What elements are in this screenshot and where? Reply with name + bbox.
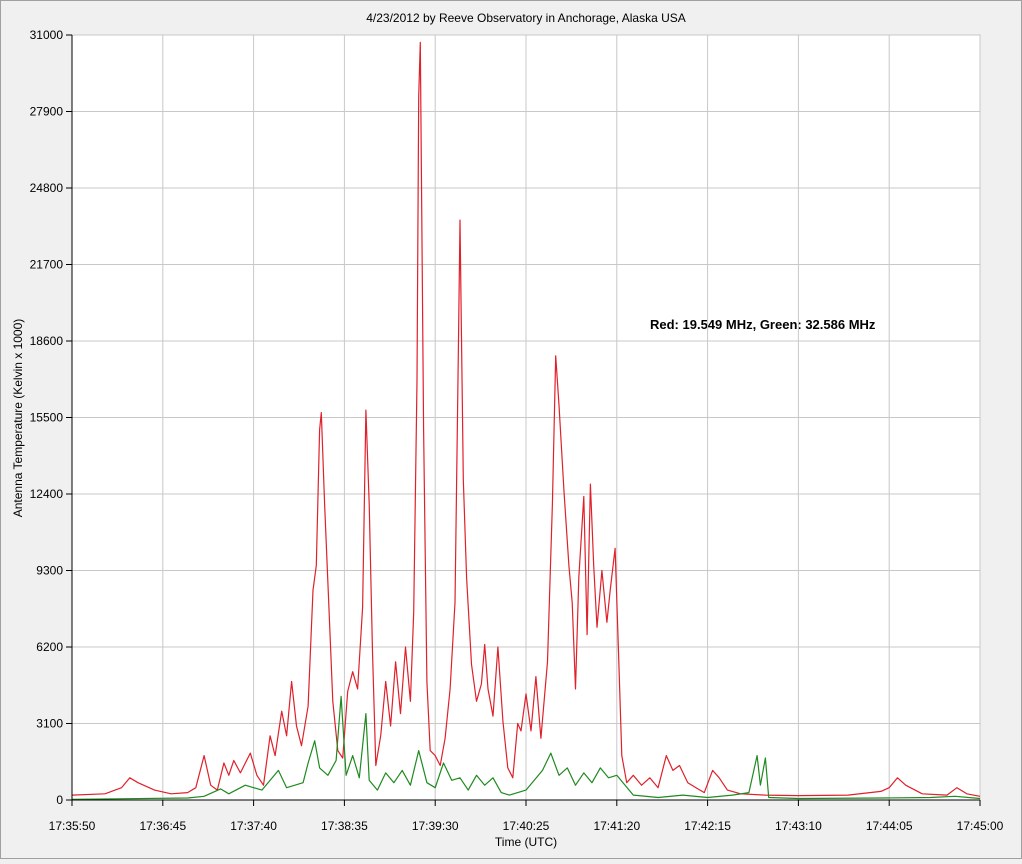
y-tick-label: 6200 <box>36 640 63 654</box>
x-tick-label: 17:35:50 <box>49 819 96 833</box>
x-tick-label: 17:39:30 <box>412 819 459 833</box>
y-tick-label: 18600 <box>30 334 64 348</box>
series-line <box>71 695 981 800</box>
series-line <box>71 41 981 797</box>
y-tick-label: 24800 <box>30 181 64 195</box>
x-tick-label: 17:36:45 <box>139 819 186 833</box>
y-axis-label: Antenna Temperature (Kelvin x 1000) <box>11 319 25 518</box>
y-tick-label: 31000 <box>30 28 64 42</box>
chart-title: 4/23/2012 by Reeve Observatory in Anchor… <box>366 11 686 25</box>
x-tick-label: 17:45:00 <box>957 819 1004 833</box>
y-tick-label: 21700 <box>30 258 64 272</box>
y-tick-label: 3100 <box>36 717 63 731</box>
y-tick-label: 12400 <box>30 487 64 501</box>
x-tick-label: 17:37:40 <box>230 819 277 833</box>
y-tick-label: 27900 <box>30 105 64 119</box>
y-tick-label: 9300 <box>36 564 63 578</box>
annotation: Red: 19.549 MHz, Green: 32.586 MHz <box>650 317 876 332</box>
x-tick-label: 17:41:20 <box>593 819 640 833</box>
y-tick-label: 0 <box>56 793 63 807</box>
x-axis-label: Time (UTC) <box>495 835 557 849</box>
x-tick-label: 17:43:10 <box>775 819 822 833</box>
x-tick-label: 17:42:15 <box>684 819 731 833</box>
x-tick-label: 17:38:35 <box>321 819 368 833</box>
x-tick-label: 17:40:25 <box>503 819 550 833</box>
y-tick-label: 15500 <box>30 411 64 425</box>
x-tick-label: 17:44:05 <box>866 819 913 833</box>
